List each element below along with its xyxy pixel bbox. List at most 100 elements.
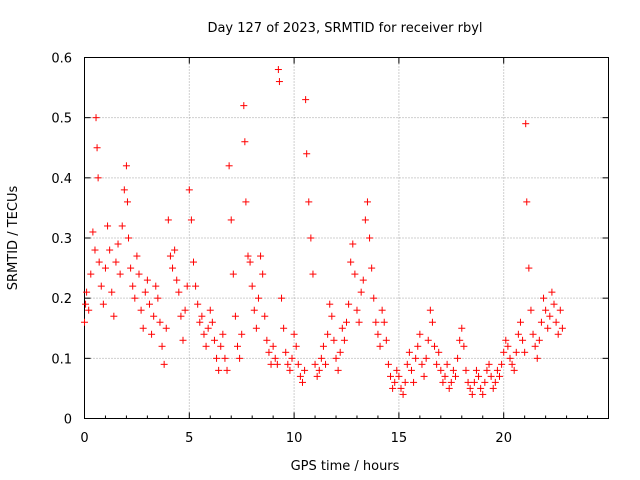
data-point	[91, 246, 99, 254]
data-point	[252, 324, 260, 332]
data-point	[368, 264, 376, 272]
data-point	[187, 216, 195, 224]
data-point	[353, 306, 361, 314]
data-point	[225, 162, 233, 170]
data-point	[387, 372, 395, 380]
data-point	[481, 378, 489, 386]
data-point	[166, 252, 174, 260]
data-point	[418, 360, 426, 368]
data-point	[219, 330, 227, 338]
data-point	[451, 372, 459, 380]
data-point	[336, 348, 344, 356]
data-point	[303, 150, 311, 158]
data-point	[416, 330, 424, 338]
data-point	[426, 306, 434, 314]
data-point	[309, 270, 317, 278]
data-point	[234, 342, 242, 350]
data-point	[533, 354, 541, 362]
data-point	[254, 294, 262, 302]
data-point	[540, 294, 548, 302]
data-point	[290, 330, 298, 338]
data-point	[546, 312, 554, 320]
data-point	[112, 258, 120, 266]
data-point	[393, 366, 401, 374]
data-point	[345, 300, 353, 308]
data-point	[435, 348, 443, 356]
data-point	[158, 342, 166, 350]
data-point	[305, 198, 313, 206]
data-point	[298, 378, 306, 386]
data-point	[215, 366, 223, 374]
data-points	[81, 66, 566, 398]
data-point	[269, 342, 277, 350]
data-point	[173, 276, 181, 284]
data-point	[97, 282, 105, 290]
data-point	[282, 348, 290, 356]
data-point	[389, 384, 397, 392]
data-point	[315, 366, 323, 374]
data-point	[248, 282, 256, 290]
data-point	[500, 348, 508, 356]
data-point	[194, 300, 202, 308]
data-point	[529, 330, 537, 338]
y-tick-label: 0.6	[51, 52, 72, 67]
data-point	[460, 342, 468, 350]
data-point	[512, 348, 520, 356]
data-point	[522, 120, 530, 128]
data-point	[292, 342, 300, 350]
data-point	[93, 144, 101, 152]
data-point	[328, 312, 336, 320]
y-axis-label: SRMTID / TECUs	[6, 186, 21, 291]
data-point	[508, 360, 516, 368]
data-point	[330, 336, 338, 344]
data-point	[148, 330, 156, 338]
data-point	[280, 324, 288, 332]
data-point	[129, 282, 137, 290]
data-point	[236, 354, 244, 362]
data-point	[351, 270, 359, 278]
data-point	[179, 336, 187, 344]
data-point	[177, 312, 185, 320]
data-point	[154, 294, 162, 302]
data-point	[491, 378, 499, 386]
data-point	[359, 276, 367, 284]
data-point	[537, 318, 545, 326]
data-point	[550, 300, 558, 308]
data-point	[410, 378, 418, 386]
data-point	[420, 372, 428, 380]
data-point	[238, 330, 246, 338]
chart-title: Day 127 of 2023, SRMTID for receiver rby…	[207, 21, 482, 36]
data-point	[286, 366, 294, 374]
data-point	[137, 306, 145, 314]
data-point	[101, 264, 109, 272]
data-point	[397, 384, 405, 392]
data-point	[525, 264, 533, 272]
data-point	[506, 354, 514, 362]
data-point	[372, 318, 380, 326]
data-point	[202, 342, 210, 350]
data-point	[338, 324, 346, 332]
data-point	[370, 294, 378, 302]
data-point	[227, 216, 235, 224]
data-point	[374, 330, 382, 338]
data-point	[85, 306, 93, 314]
data-point	[439, 378, 447, 386]
data-point	[164, 216, 172, 224]
data-point	[123, 198, 131, 206]
data-point	[496, 372, 504, 380]
data-point	[556, 306, 564, 314]
data-point	[472, 366, 480, 374]
data-point	[307, 234, 315, 242]
data-point	[357, 288, 365, 296]
data-point	[313, 372, 321, 380]
data-point	[447, 378, 455, 386]
data-point	[275, 78, 283, 86]
data-point	[391, 378, 399, 386]
data-point	[319, 342, 327, 350]
data-point	[143, 276, 151, 284]
data-point	[274, 66, 282, 74]
data-point	[332, 354, 340, 362]
data-point	[95, 258, 103, 266]
data-point	[317, 354, 325, 362]
data-point	[456, 336, 464, 344]
